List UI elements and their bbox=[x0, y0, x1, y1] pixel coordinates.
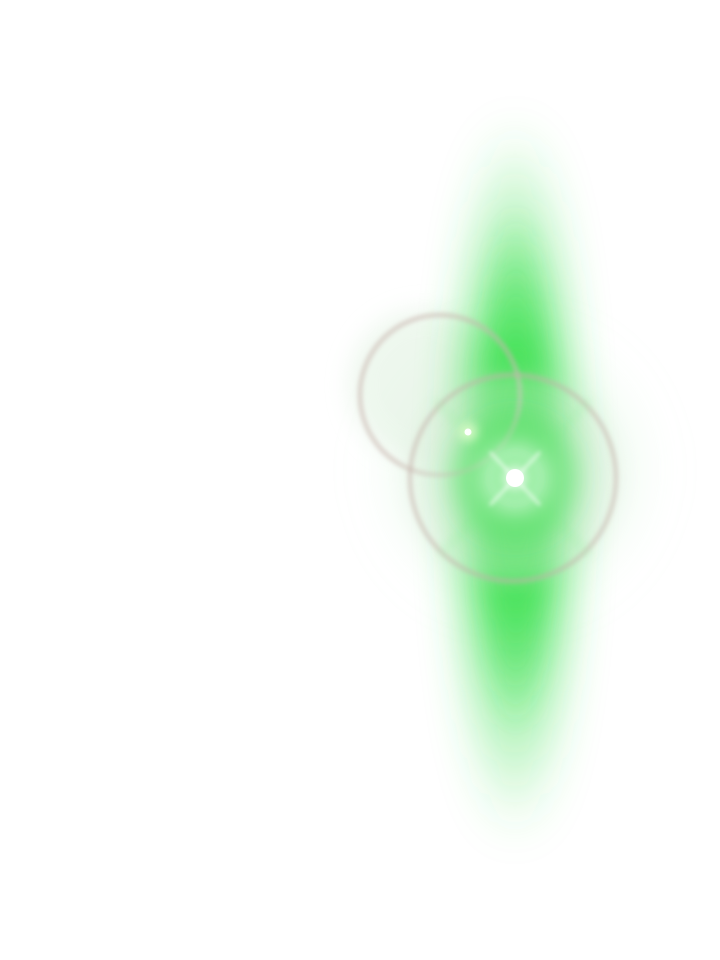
sparkle-star bbox=[470, 430, 560, 528]
small-sparkle bbox=[459, 423, 477, 441]
